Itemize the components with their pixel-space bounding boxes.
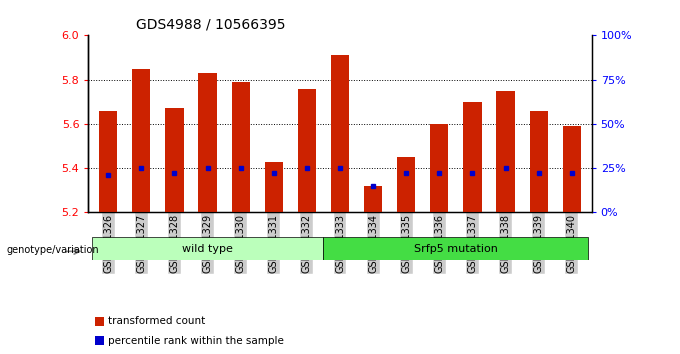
Bar xyxy=(92,237,324,260)
Bar xyxy=(364,186,382,212)
Bar xyxy=(265,161,283,212)
Bar xyxy=(165,108,184,212)
Bar xyxy=(463,102,481,212)
Text: Srfp5 mutation: Srfp5 mutation xyxy=(414,244,498,254)
Text: transformed count: transformed count xyxy=(108,316,205,326)
Bar xyxy=(331,55,349,212)
Bar xyxy=(298,88,316,212)
Bar xyxy=(324,237,588,260)
Bar xyxy=(232,82,250,212)
Bar xyxy=(133,69,150,212)
Bar xyxy=(530,110,547,212)
Bar xyxy=(496,91,515,212)
Bar xyxy=(562,126,581,212)
Bar xyxy=(430,124,448,212)
Text: genotype/variation: genotype/variation xyxy=(7,245,99,255)
Text: GDS4988 / 10566395: GDS4988 / 10566395 xyxy=(136,18,286,32)
Bar xyxy=(99,110,118,212)
Text: percentile rank within the sample: percentile rank within the sample xyxy=(108,336,284,346)
Bar xyxy=(199,73,217,212)
Bar xyxy=(397,157,415,212)
Text: wild type: wild type xyxy=(182,244,233,254)
